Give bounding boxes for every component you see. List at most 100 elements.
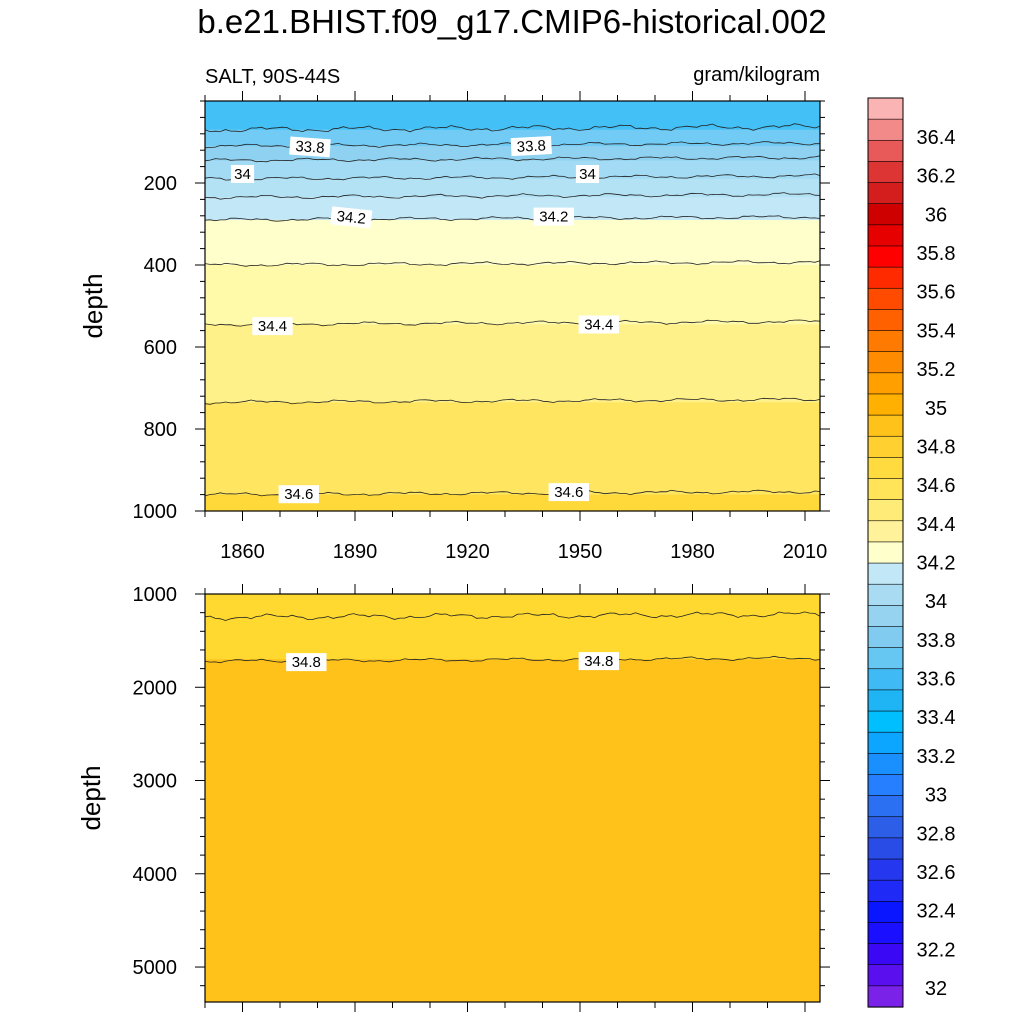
- y-tick-label: 4000: [133, 864, 178, 886]
- upper-panel: 33.8 33.8 34 34 34.2 34.2 34.4 34.4 34.6 34.6 186…: [78, 91, 830, 563]
- colorbar-swatch: [867, 668, 904, 691]
- colorbar-swatch: [867, 266, 904, 289]
- colorbar-swatch: [867, 139, 904, 163]
- x-tick-label: 1980: [670, 541, 715, 563]
- contour-label: 34.6: [278, 485, 319, 504]
- contour-label: 34.4: [578, 315, 619, 334]
- colorbar-swatch: [867, 414, 904, 437]
- contour-label-box: [230, 165, 255, 183]
- y-tick-label: 5000: [133, 957, 178, 979]
- colorbar-swatch: [867, 457, 904, 480]
- upper-contour-lines: [204, 123, 821, 497]
- contour-label: 34.8: [286, 653, 327, 672]
- contour-label-box: [510, 136, 552, 157]
- colorbar-swatch: [867, 245, 904, 268]
- x-tick-label: 1860: [220, 541, 265, 563]
- contour-label: 34.6: [548, 483, 589, 502]
- upper-fills: [205, 101, 820, 512]
- upper-contour-line: [204, 123, 821, 133]
- contour-label-text: 33.8: [295, 138, 325, 157]
- figure-title: b.e21.BHIST.f09_g17.CMIP6-historical.002: [197, 3, 826, 40]
- contour-label: 34: [575, 165, 600, 183]
- upper-axes: 1860 1890 1920 1950 1980 2010 200 400 600 800 1000: [133, 91, 830, 563]
- colorbar-swatch: [867, 985, 904, 1008]
- contour-label-text: 34: [234, 166, 251, 183]
- colorbar-swatch: [867, 161, 904, 184]
- colorbar-swatch: [867, 795, 904, 818]
- contour-label-text: 34.2: [539, 209, 568, 226]
- upper-y-axis-label: depth: [78, 273, 108, 338]
- y-tick-label: 1000: [133, 501, 178, 523]
- colorbar-swatch: [867, 499, 904, 522]
- upper-contour-line: [204, 260, 821, 267]
- contour-label-text: 34.4: [584, 317, 613, 334]
- upper-fill-band: [205, 178, 820, 198]
- x-tick-label: 1890: [333, 541, 378, 563]
- upper-contour-line: [204, 192, 821, 200]
- colorbar-swatch: [867, 753, 904, 776]
- contour-label-box: [286, 653, 327, 672]
- y-tick-label: 600: [144, 337, 177, 359]
- y-tick-label: 800: [144, 419, 177, 441]
- colorbar-swatch: [867, 774, 904, 797]
- contour-label-box: [533, 207, 574, 226]
- colorbar-label: 34.4: [917, 514, 956, 536]
- contour-label-text: 34.4: [258, 318, 287, 335]
- left-subtitle: SALT, 90S-44S: [205, 66, 340, 88]
- colorbar-label: 35.8: [917, 243, 956, 265]
- colorbar-swatch: [867, 562, 904, 585]
- colorbar-label: 32: [925, 978, 947, 1000]
- units-subtitle: gram/kilogram: [693, 64, 820, 86]
- contour-label-box: [548, 483, 589, 502]
- contour-label-box: [330, 206, 373, 229]
- upper-fill-band: [205, 160, 820, 180]
- colorbar-swatch: [867, 372, 904, 395]
- upper-contour-line: [204, 215, 821, 222]
- lower-contour-line: [204, 611, 821, 621]
- colorbar-swatch: [867, 816, 904, 839]
- colorbar-label: 33.2: [917, 746, 956, 768]
- colorbar-swatch: [867, 203, 904, 226]
- upper-contour-line: [204, 155, 821, 163]
- colorbar-label: 36: [925, 204, 947, 226]
- y-tick-label: 1000: [133, 584, 178, 606]
- colorbar-label: 32.2: [917, 939, 956, 961]
- lower-fills: [205, 594, 820, 1003]
- colorbar-swatch: [867, 626, 904, 649]
- colorbar-swatch: [867, 858, 904, 881]
- colorbar-label: 33.6: [917, 669, 956, 691]
- lower-axes: 1000 2000 3000 4000 5000: [133, 584, 830, 1012]
- colorbar-swatch: [867, 287, 904, 310]
- colorbar-swatch: [867, 435, 904, 458]
- upper-contour-labels: 33.8 33.8 34 34 34.2 34.2 34.4 34.4 34.6 34.6: [230, 136, 619, 504]
- contour-label: 33.8: [510, 136, 552, 157]
- colorbar-label: 32.4: [917, 901, 956, 923]
- contour-label-text: 34.6: [284, 486, 313, 503]
- contour-label-box: [578, 315, 619, 334]
- colorbar-swatch: [867, 879, 904, 902]
- colorbar-swatch: [867, 351, 904, 374]
- colorbar-swatch: [867, 731, 904, 754]
- upper-fill-band: [205, 402, 820, 496]
- colorbar-label: 35.2: [917, 359, 956, 381]
- colorbar-swatch: [867, 964, 904, 987]
- contour-label-text: 34: [579, 166, 596, 183]
- colorbar-swatch: [867, 689, 904, 712]
- colorbar-swatch: [867, 478, 904, 501]
- x-tick-label: 1920: [445, 541, 490, 563]
- contour-label-box: [252, 317, 293, 336]
- upper-contour-line: [204, 319, 821, 327]
- colorbar-label: 33: [925, 785, 947, 807]
- colorbar-frame: [867, 97, 904, 1008]
- colorbar-swatch: [867, 182, 904, 205]
- contour-label-text: 33.8: [516, 137, 546, 156]
- colorbar-swatch: [867, 393, 904, 416]
- upper-fill-band: [205, 101, 820, 131]
- contour-label-box: [289, 136, 331, 158]
- contour-label-text: 34.6: [554, 484, 583, 501]
- contour-label-box: [575, 165, 600, 183]
- contour-label-text: 34.2: [336, 208, 367, 228]
- lower-panel: 34.8 34.8 1000 2000 3000 4000 5000 depth: [76, 584, 830, 1012]
- lower-fill-band: [205, 594, 820, 660]
- contour-label: 34: [230, 165, 255, 183]
